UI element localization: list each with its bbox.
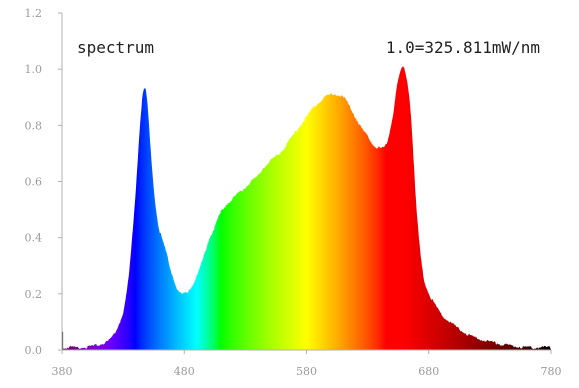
spectrum-label: spectrum	[77, 38, 154, 57]
x-axis-ticks: 380 480 580 680 780	[52, 350, 562, 378]
y-tick-label: 0.6	[25, 176, 43, 189]
y-tick-label: 1.0	[25, 63, 43, 76]
scale-annotation: 1.0=325.811mW/nm	[386, 38, 540, 57]
y-tick-label: 0.4	[25, 232, 43, 245]
x-tick-label: 480	[174, 365, 195, 378]
plot-area	[62, 66, 551, 350]
x-tick-label: 680	[418, 365, 439, 378]
y-tick-label: 1.2	[25, 7, 43, 20]
y-axis-ticks: 0.0 0.2 0.4 0.6 0.8 1.0 1.2	[25, 7, 62, 357]
y-tick-label: 0.8	[25, 119, 43, 132]
x-tick-label: 780	[541, 365, 562, 378]
spectrum-area	[62, 66, 551, 350]
y-tick-label: 0.2	[25, 288, 43, 301]
x-tick-label: 580	[296, 365, 317, 378]
y-tick-label: 0.0	[25, 344, 43, 357]
x-tick-label: 380	[52, 365, 73, 378]
